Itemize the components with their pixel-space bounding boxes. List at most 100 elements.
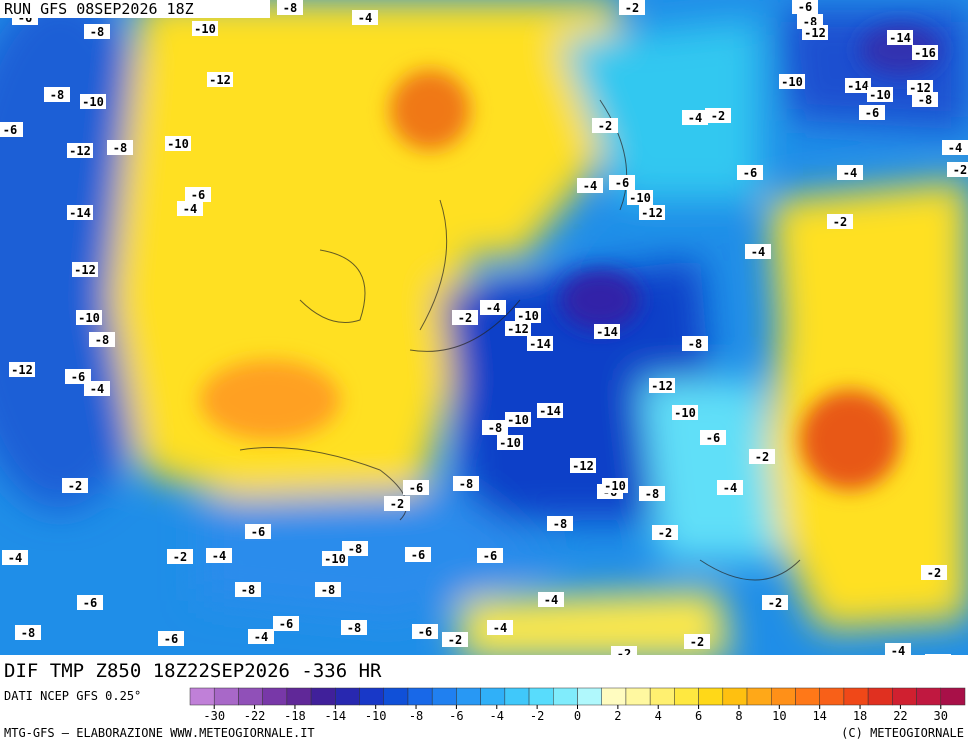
colorbar-tick-label: 4: [655, 709, 662, 723]
label-box: [77, 595, 103, 610]
colorbar-swatch: [940, 687, 966, 706]
label-box: [779, 74, 805, 89]
label-box: [609, 175, 635, 190]
contour-label: -8: [241, 583, 255, 597]
contour-label: -12: [11, 363, 33, 377]
contour-label: -2: [458, 311, 472, 325]
label-box: [639, 205, 665, 220]
colorbar-swatch: [189, 687, 215, 706]
contour-label: -4: [583, 179, 597, 193]
contour-label: -10: [629, 191, 651, 205]
label-box: [649, 378, 675, 393]
label-box: [185, 187, 211, 202]
label-box: [80, 94, 106, 109]
contour-label: -2: [755, 450, 769, 464]
contour-label: -14: [539, 404, 561, 418]
colorbar-tick-label: 30: [934, 709, 948, 723]
contour-label: -12: [209, 73, 231, 87]
contour-label: -6: [418, 625, 432, 639]
label-box: [67, 143, 93, 158]
colorbar-tick-label: -30: [203, 709, 225, 723]
contour-label: -8: [688, 337, 702, 351]
contour-label: -2: [598, 119, 612, 133]
colorbar-swatch: [649, 687, 675, 706]
colorbar-tick-label: 8: [735, 709, 742, 723]
contour-label: -10: [82, 95, 104, 109]
product-label: DIF TMP Z850 18Z22SEP2026 -336 HR: [4, 660, 382, 682]
label-box: [505, 412, 531, 427]
contour-label: -12: [572, 459, 594, 473]
colorbar-swatch: [431, 687, 457, 706]
contour-label: -8: [113, 141, 127, 155]
contour-label: -8: [283, 1, 297, 15]
contour-label: -4: [688, 111, 702, 125]
label-box: [762, 595, 788, 610]
colorbar-tick-label: 18: [853, 709, 867, 723]
contour-labels: -6-8-10-8-4-2-6-8-12-14-16-8-10-12-6-10-…: [0, 0, 968, 661]
contour-label: -4: [843, 166, 857, 180]
label-box: [158, 631, 184, 646]
label-box: [912, 92, 938, 107]
colorbar-tick-label: 6: [695, 709, 702, 723]
label-box: [480, 300, 506, 315]
label-box: [538, 592, 564, 607]
contour-label: -2: [625, 1, 639, 15]
contour-label: -4: [751, 245, 765, 259]
label-box: [405, 547, 431, 562]
contour-label: -2: [617, 647, 631, 661]
contour-label: -8: [488, 421, 502, 435]
contour-label: -4: [212, 549, 226, 563]
colorbar-swatch: [867, 687, 893, 706]
contour-label: -12: [651, 379, 673, 393]
contour-label: -2: [173, 550, 187, 564]
contour-label: -14: [847, 79, 869, 93]
colorbar-tick-label: -6: [449, 709, 463, 723]
label-box: [412, 624, 438, 639]
contour-label: -2: [953, 163, 967, 177]
colorbar-swatch: [698, 687, 724, 706]
label-box: [682, 336, 708, 351]
colorbar-swatch: [553, 687, 578, 706]
colorbar-tick-label: 22: [893, 709, 907, 723]
contour-label: -4: [493, 621, 507, 635]
label-box: [84, 24, 110, 39]
contour-label: -12: [507, 322, 529, 336]
contour-label: -10: [507, 413, 529, 427]
colorbar-swatch: [238, 687, 263, 706]
label-box: [749, 449, 775, 464]
label-box: [84, 381, 110, 396]
contour-label: -10: [781, 75, 803, 89]
contour-label: -8: [553, 517, 567, 531]
contour-label: -6: [865, 106, 879, 120]
contour-label: -6: [798, 0, 812, 14]
label-box: [947, 162, 968, 177]
run-label: RUN GFS 08SEP2026 18Z: [4, 0, 194, 18]
run-box: [0, 0, 270, 18]
contour-label: -4: [948, 141, 962, 155]
colorbar: -30 -22 -18 -14 -10 -8 -6 -4 -2 0 2 4 6 8 10 14 18 22 30: [189, 687, 966, 723]
label-box: [107, 140, 133, 155]
contour-label: -4: [544, 593, 558, 607]
contour-label: -8: [918, 93, 932, 107]
contour-label: -10: [499, 436, 521, 450]
label-box: [639, 486, 665, 501]
colorbar-tick-label: 14: [812, 709, 826, 723]
colorbar-swatch: [359, 687, 384, 706]
colorbar-swatch: [383, 687, 409, 706]
label-box: [89, 332, 115, 347]
label-box: [165, 136, 191, 151]
label-box: [207, 72, 233, 87]
colorbar-swatch: [480, 687, 506, 706]
colorbar-tick-label: 2: [614, 709, 621, 723]
contour-label: -12: [641, 206, 663, 220]
colorbar-swatch: [722, 687, 748, 706]
contour-label: -2: [690, 635, 704, 649]
label-box: [942, 140, 968, 155]
contour-label: -4: [723, 481, 737, 495]
label-box: [837, 165, 863, 180]
colorbar-tick-label: -2: [530, 709, 544, 723]
colorbar-tick-label: -8: [409, 709, 423, 723]
label-box: [845, 78, 871, 93]
label-box: [245, 524, 271, 539]
